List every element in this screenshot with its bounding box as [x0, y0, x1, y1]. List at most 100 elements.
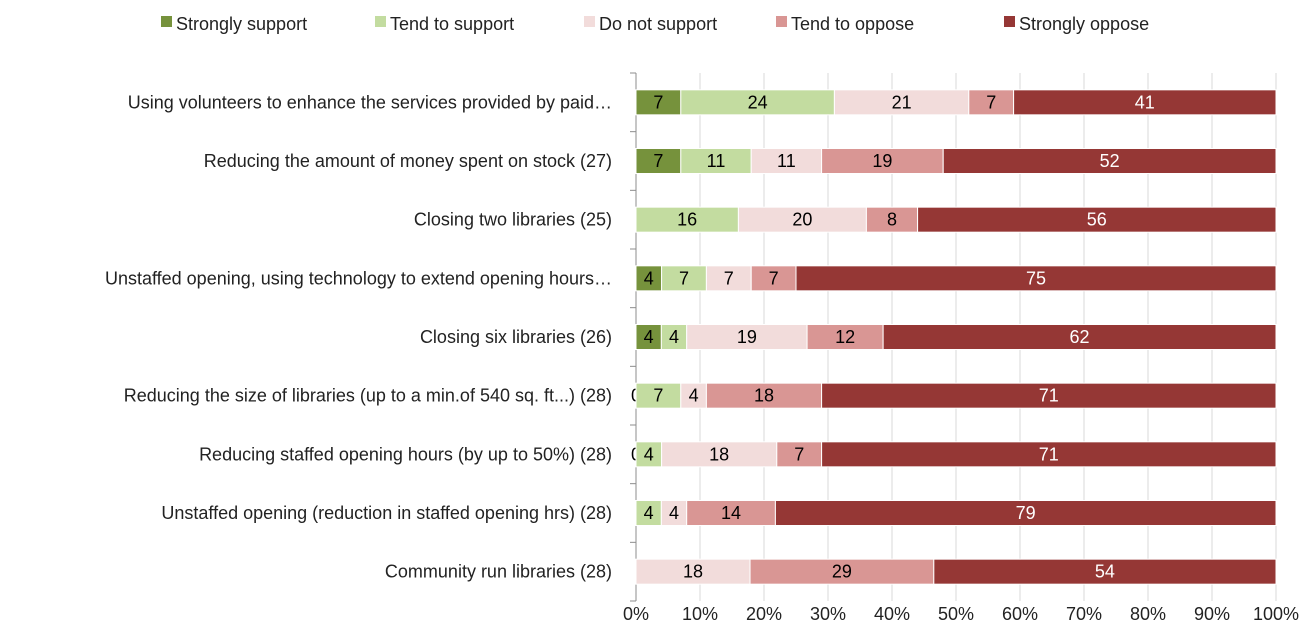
data-label: 24 — [748, 92, 768, 112]
data-label: 7 — [724, 268, 734, 288]
bar-segment — [635, 89, 682, 116]
data-label: 54 — [1095, 562, 1115, 582]
data-label: 71 — [1039, 444, 1059, 464]
data-label: 14 — [721, 503, 741, 523]
data-label: 21 — [892, 92, 912, 112]
x-tick-label: 90% — [1194, 604, 1230, 624]
bar-segment — [968, 89, 1015, 116]
x-tick-label: 100% — [1253, 604, 1299, 624]
bar-segment — [865, 206, 919, 233]
bar-segment — [774, 500, 1277, 526]
x-tick-label: 50% — [938, 604, 974, 624]
category-label: Closing two libraries (25) — [414, 210, 612, 230]
bar-segment — [933, 558, 1277, 585]
data-label: 4 — [644, 503, 654, 523]
bar-segment — [661, 441, 778, 468]
data-label: 11 — [777, 151, 796, 171]
data-label: 79 — [1016, 503, 1036, 523]
bar-segment — [635, 265, 663, 292]
bar-segment — [1013, 89, 1277, 116]
data-label: 7 — [679, 268, 689, 288]
data-label: 18 — [683, 562, 703, 582]
bar-segment — [750, 265, 797, 292]
data-label: 4 — [644, 268, 654, 288]
data-label: 18 — [754, 386, 774, 406]
bar-segment — [680, 89, 835, 116]
data-label: 7 — [769, 268, 779, 288]
data-label: 29 — [832, 562, 852, 582]
bar-segment — [635, 500, 662, 526]
bar-segment — [882, 324, 1277, 350]
data-label: 52 — [1100, 151, 1120, 171]
bar-segment — [917, 206, 1277, 233]
bar-segment — [635, 148, 682, 174]
data-label: 75 — [1026, 268, 1046, 288]
category-label: Unstaffed opening, using technology to e… — [105, 268, 612, 288]
x-tick-label: 70% — [1066, 604, 1102, 624]
category-label: Reducing the amount of money spent on st… — [204, 151, 612, 171]
legend-swatch — [375, 16, 386, 27]
bar-segment — [795, 265, 1277, 292]
bar-segment — [737, 206, 867, 233]
bar-segment — [635, 382, 682, 409]
data-label: 7 — [653, 92, 663, 112]
x-tick-label: 60% — [1002, 604, 1038, 624]
bar-segment — [942, 148, 1277, 174]
data-label: 7 — [653, 151, 663, 171]
legend-swatch — [161, 16, 172, 27]
category-label: Closing six libraries (26) — [420, 327, 612, 347]
data-label: 20 — [792, 210, 812, 230]
legend-label: Tend to support — [390, 14, 514, 34]
bar-segment — [680, 148, 752, 174]
x-tick-label: 10% — [682, 604, 718, 624]
legend-label: Strongly support — [176, 14, 307, 34]
bar-segment — [821, 441, 1277, 468]
data-label: 7 — [986, 92, 996, 112]
x-tick-label: 40% — [874, 604, 910, 624]
bar-segment — [821, 382, 1277, 409]
data-label: 19 — [872, 151, 892, 171]
x-tick-label: 20% — [746, 604, 782, 624]
data-label: 56 — [1087, 210, 1107, 230]
category-label: Community run libraries (28) — [385, 562, 612, 582]
data-label: 16 — [677, 210, 697, 230]
data-label: 12 — [835, 327, 855, 347]
bar-segment — [750, 148, 823, 174]
legend-swatch — [584, 16, 595, 27]
legend-swatch — [1004, 16, 1015, 27]
category-label: Using volunteers to enhance the services… — [128, 92, 612, 112]
category-label: Reducing staffed opening hours (by up to… — [199, 444, 612, 464]
data-label: 18 — [709, 444, 729, 464]
data-label: 71 — [1039, 386, 1059, 406]
data-label: 7 — [653, 386, 663, 406]
data-label: 8 — [887, 210, 897, 230]
data-label: 4 — [669, 327, 679, 347]
data-label: 4 — [669, 503, 679, 523]
category-label: Unstaffed opening (reduction in staffed … — [161, 503, 612, 523]
category-label: Reducing the size of libraries (up to a … — [124, 386, 612, 406]
bar-segment — [806, 324, 884, 350]
bar-segment — [686, 500, 776, 526]
legend-label: Strongly oppose — [1019, 14, 1149, 34]
data-label: 4 — [644, 327, 654, 347]
data-label: 7 — [794, 444, 804, 464]
legend-label: Do not support — [599, 14, 717, 34]
data-label: 4 — [689, 386, 699, 406]
bar-segment — [686, 324, 808, 350]
data-label: 41 — [1135, 92, 1155, 112]
legend-label: Tend to oppose — [791, 14, 914, 34]
data-label: 62 — [1070, 327, 1090, 347]
bar-segment — [833, 89, 970, 116]
data-label: 4 — [644, 444, 654, 464]
x-tick-label: 80% — [1130, 604, 1166, 624]
x-tick-label: 30% — [810, 604, 846, 624]
x-tick-label: 0% — [623, 604, 649, 624]
bar-segment — [680, 382, 707, 409]
bar-segment — [776, 441, 823, 468]
data-label: 19 — [737, 327, 757, 347]
data-label: 11 — [707, 151, 726, 171]
bar-segment — [635, 324, 662, 350]
bar-segment — [635, 441, 663, 468]
